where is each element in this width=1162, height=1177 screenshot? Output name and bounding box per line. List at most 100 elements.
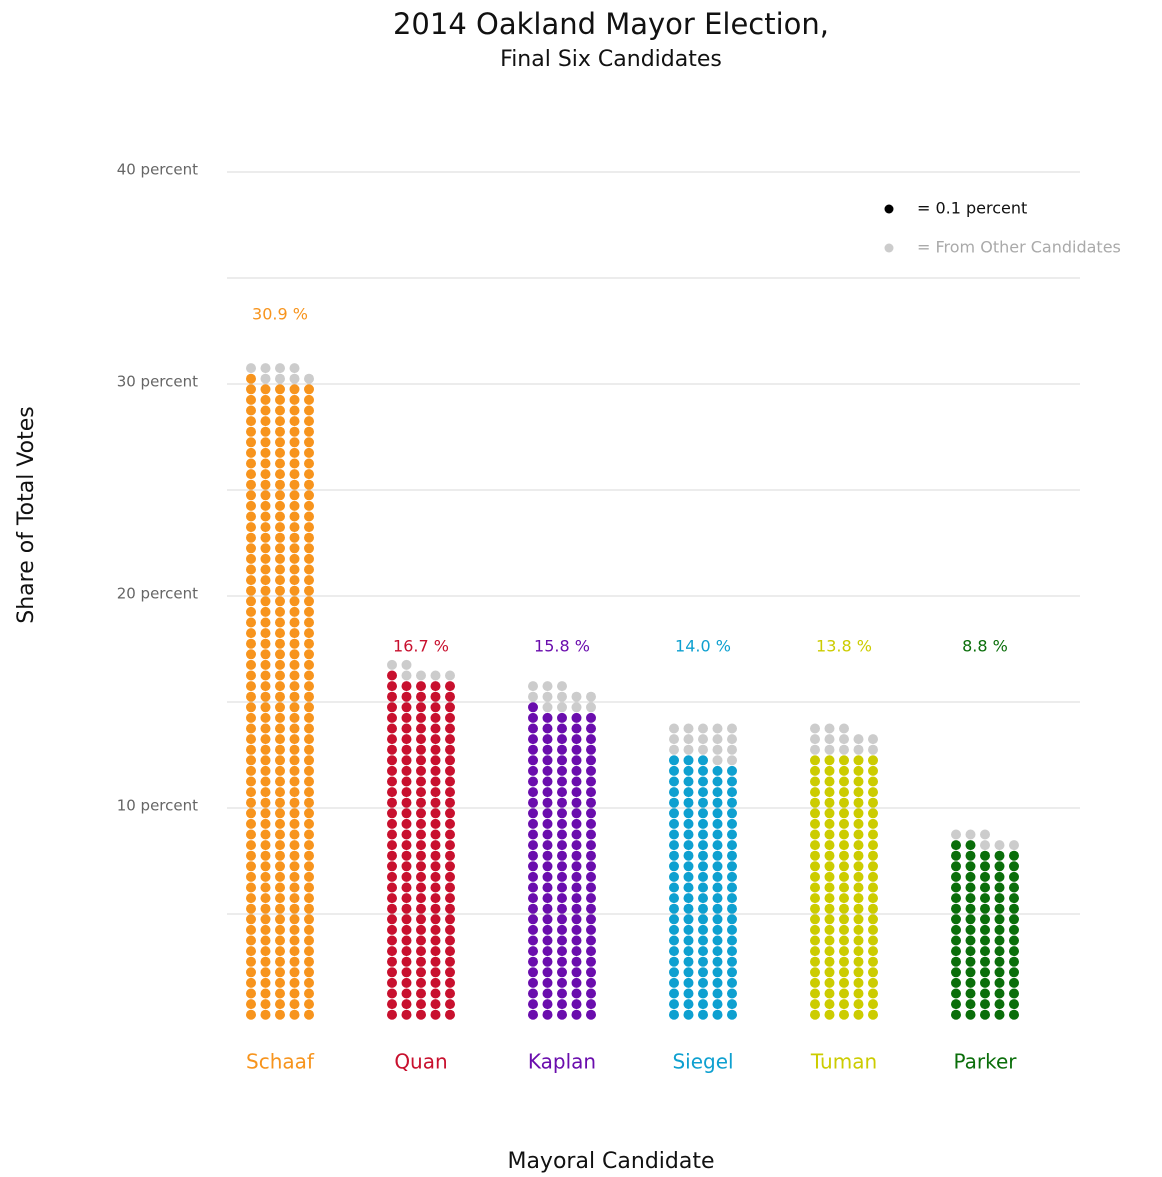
dot xyxy=(853,977,864,988)
dot xyxy=(260,384,271,395)
dot xyxy=(868,893,878,904)
dot xyxy=(289,405,300,416)
dot xyxy=(387,744,397,755)
dot xyxy=(430,734,441,745)
dot xyxy=(698,861,708,872)
dot xyxy=(387,808,397,819)
dot xyxy=(557,946,567,957)
dot xyxy=(528,903,538,914)
dot xyxy=(557,702,567,713)
dot xyxy=(557,765,567,776)
dot-segment xyxy=(387,659,455,681)
dot xyxy=(868,850,878,861)
dot xyxy=(289,649,300,660)
dot xyxy=(387,946,397,957)
dot xyxy=(387,850,397,861)
dot xyxy=(304,659,314,670)
dot xyxy=(586,946,596,957)
dot xyxy=(868,787,878,798)
dot xyxy=(260,1009,271,1020)
dot xyxy=(289,628,300,639)
dot xyxy=(683,744,694,755)
dot xyxy=(712,967,723,978)
dot xyxy=(445,893,455,904)
dot xyxy=(698,744,708,755)
dot xyxy=(260,585,271,596)
dot xyxy=(712,946,723,957)
dot xyxy=(275,426,285,437)
dot xyxy=(416,797,426,808)
dot xyxy=(542,914,553,925)
dot xyxy=(246,522,256,533)
dot xyxy=(698,787,708,798)
dot xyxy=(824,882,835,893)
dot xyxy=(246,447,256,458)
dot xyxy=(246,416,256,427)
dot xyxy=(275,1009,285,1020)
dot xyxy=(727,903,737,914)
dot xyxy=(853,967,864,978)
dot xyxy=(416,681,426,692)
dot xyxy=(260,490,271,501)
dot xyxy=(980,903,990,914)
dot xyxy=(445,882,455,893)
dot xyxy=(416,967,426,978)
dot xyxy=(430,691,441,702)
dot xyxy=(868,882,878,893)
dot xyxy=(401,903,412,914)
dot xyxy=(416,765,426,776)
dot xyxy=(683,946,694,957)
dot xyxy=(980,967,990,978)
dot xyxy=(304,638,314,649)
dot xyxy=(824,840,835,851)
dot xyxy=(727,882,737,893)
dot xyxy=(260,469,271,480)
dot xyxy=(430,1009,441,1020)
dot xyxy=(542,691,553,702)
dot xyxy=(416,1009,426,1020)
dot xyxy=(289,596,300,607)
dot xyxy=(260,479,271,490)
dot xyxy=(528,808,538,819)
dot xyxy=(810,871,820,882)
dot xyxy=(304,575,314,586)
dot xyxy=(275,818,285,829)
dot xyxy=(275,596,285,607)
dot xyxy=(289,935,300,946)
dot xyxy=(260,596,271,607)
dot xyxy=(994,967,1005,978)
dot xyxy=(824,818,835,829)
dot xyxy=(683,893,694,904)
dot xyxy=(260,617,271,628)
dot xyxy=(839,829,849,840)
dot xyxy=(824,871,835,882)
dot xyxy=(401,776,412,787)
dot xyxy=(416,829,426,840)
x-tick-label: Siegel xyxy=(672,1050,733,1074)
dot-segment xyxy=(951,840,1019,1020)
dot xyxy=(727,999,737,1010)
dot xyxy=(304,490,314,501)
dot xyxy=(994,1009,1005,1020)
dot xyxy=(965,882,976,893)
dot xyxy=(260,681,271,692)
dot xyxy=(712,797,723,808)
dot xyxy=(387,988,397,999)
dot xyxy=(246,426,256,437)
dot xyxy=(304,829,314,840)
dot xyxy=(839,988,849,999)
dot xyxy=(557,924,567,935)
dot xyxy=(698,977,708,988)
dot xyxy=(304,702,314,713)
dot xyxy=(698,755,708,766)
dot xyxy=(669,893,679,904)
dot xyxy=(275,416,285,427)
dot xyxy=(542,956,553,967)
dot xyxy=(275,500,285,511)
dot xyxy=(260,659,271,670)
dot xyxy=(727,935,737,946)
dot xyxy=(839,1009,849,1020)
dot xyxy=(698,871,708,882)
dot xyxy=(824,935,835,946)
